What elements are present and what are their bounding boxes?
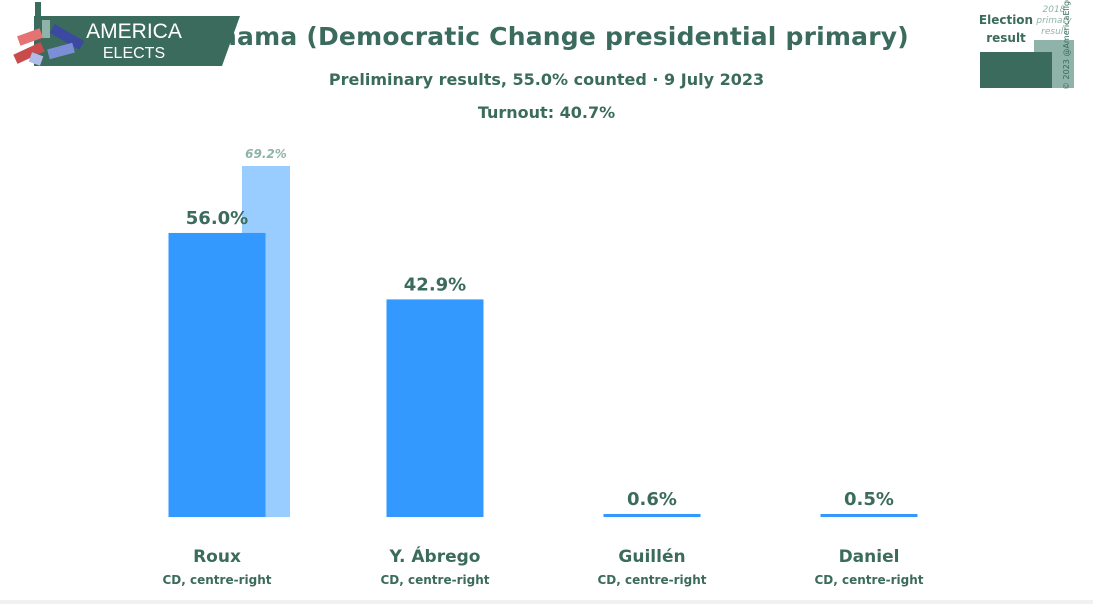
category-label-3: Daniel — [839, 547, 900, 567]
legend-previous-label-3: result — [1041, 27, 1067, 37]
footer-divider — [0, 600, 1093, 604]
bar-0 — [168, 232, 266, 518]
previous-value-label-0: 69.2% — [245, 147, 287, 161]
value-label-3: 0.5% — [844, 489, 894, 510]
logo-line1: AMERICA — [86, 20, 182, 43]
legend-current-label-1: Election — [979, 13, 1033, 27]
america-elects-logo: AMERICA ELECTS — [13, 2, 240, 66]
category-label-0: Roux — [193, 547, 241, 567]
logo-line2: ELECTS — [103, 45, 165, 62]
category-sublabel-3: CD, centre-right — [815, 573, 924, 587]
legend: Election result 2018 primary result — [979, 5, 1074, 88]
legend-previous-label-1: 2018 — [1043, 5, 1066, 15]
category-sublabel-2: CD, centre-right — [598, 573, 707, 587]
category-sublabel-1: CD, centre-right — [381, 573, 490, 587]
turnout-text: Turnout: 40.7% — [477, 103, 616, 122]
bar-1 — [386, 299, 484, 517]
category-label-1: Y. Ábrego — [389, 545, 481, 567]
chart-title: Panama (Democratic Change presidential p… — [184, 22, 909, 51]
category-sublabel-0: CD, centre-right — [163, 573, 272, 587]
bar-2 — [603, 513, 701, 517]
legend-previous-label-2: primary — [1035, 16, 1072, 26]
value-label-1: 42.9% — [404, 274, 466, 295]
value-label-2: 0.6% — [627, 489, 677, 510]
bar-3 — [820, 514, 918, 517]
chart-subtitle: Preliminary results, 55.0% counted · 9 J… — [328, 70, 765, 89]
value-label-0: 56.0% — [186, 208, 248, 229]
legend-current-label-2: result — [986, 31, 1026, 45]
category-label-2: Guillén — [618, 547, 685, 567]
legend-current-swatch — [980, 52, 1052, 88]
